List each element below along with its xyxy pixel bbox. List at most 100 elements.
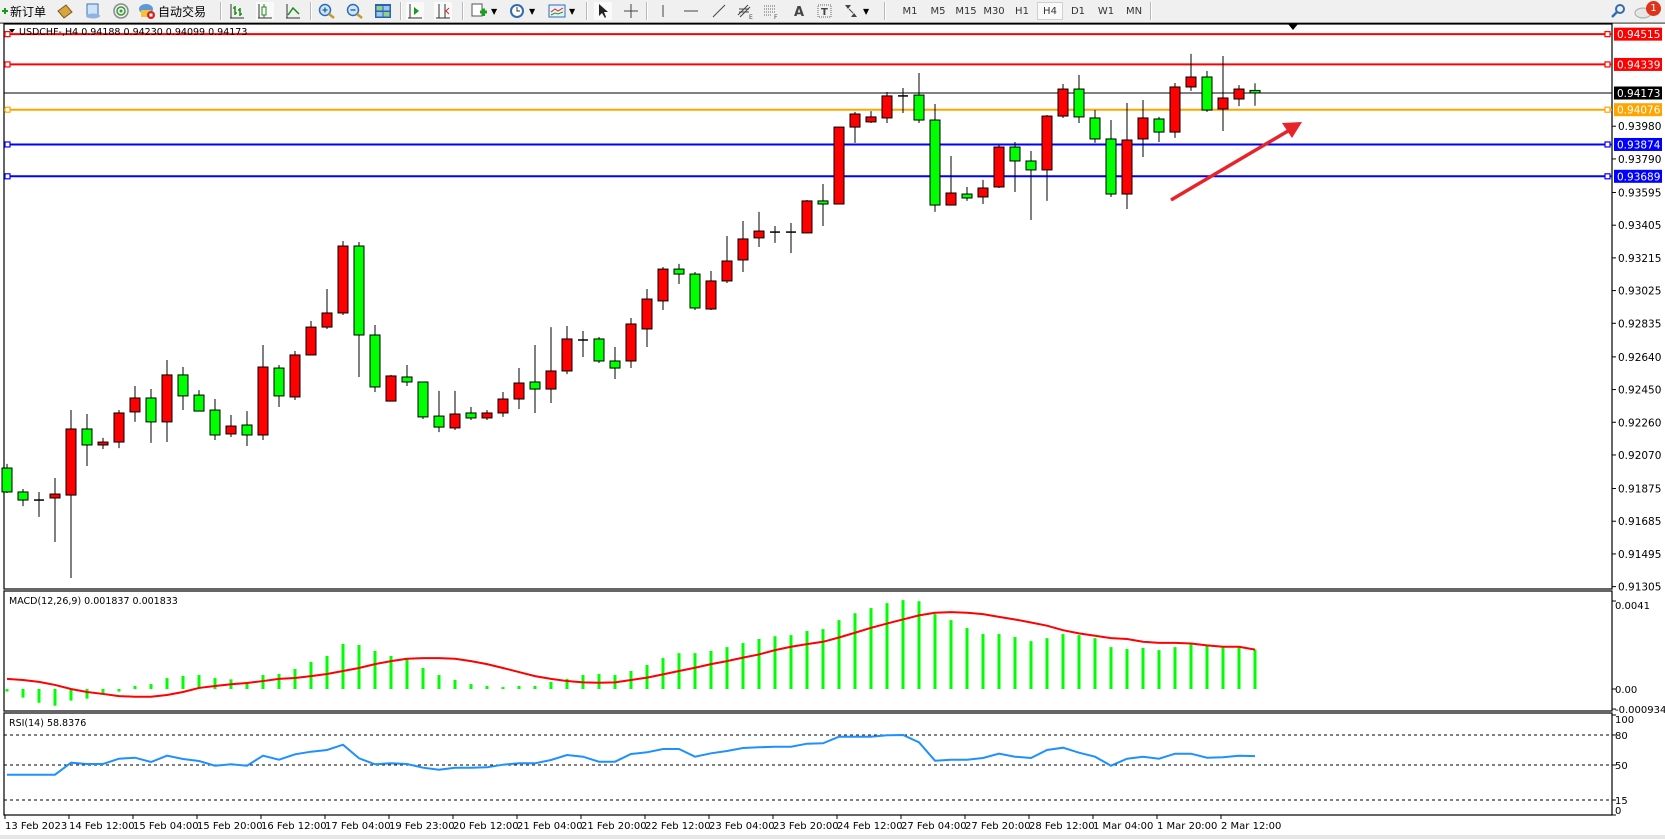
macd-histogram-bar	[69, 689, 73, 701]
candle-up	[1169, 86, 1181, 133]
macd-histogram-bar	[1205, 645, 1209, 689]
candle-up	[321, 312, 333, 328]
candle-up	[1217, 97, 1229, 110]
candle-down	[961, 193, 973, 199]
candle-up	[1185, 76, 1197, 88]
search-button[interactable]	[1610, 2, 1626, 20]
macd-histogram-bar	[1029, 641, 1033, 689]
autotrade-button[interactable]: 自动交易	[138, 2, 206, 20]
time-label: 23 Feb 20:00	[773, 821, 839, 832]
notification-badge[interactable]: 1	[1646, 1, 1661, 16]
line-handle-left	[4, 61, 11, 68]
templates-icon	[548, 3, 566, 19]
timeframe-m30[interactable]: M30	[983, 5, 1005, 17]
templates-button[interactable]: ▼	[548, 2, 575, 20]
macd-histogram-bar	[1189, 644, 1193, 689]
line-handle-right	[1604, 31, 1611, 38]
crosshair-button[interactable]	[622, 2, 640, 20]
svg-text:A: A	[794, 5, 804, 19]
fibonacci-fan-button[interactable]: F	[762, 2, 780, 20]
cursor-button[interactable]	[594, 2, 612, 20]
candle-up	[945, 192, 957, 206]
rsi-pane	[3, 712, 1613, 816]
data-window-button[interactable]	[84, 2, 102, 20]
candle-down	[1105, 138, 1117, 195]
candle-up	[561, 338, 573, 372]
chevron-down-icon[interactable]: ▼	[569, 6, 576, 16]
horizontal-line-button[interactable]	[682, 2, 700, 20]
timeframe-m5[interactable]: M5	[930, 5, 946, 17]
price-label: 0.93874	[1617, 139, 1661, 151]
indicators-button[interactable]: ▼	[470, 2, 497, 20]
toolbar-separator	[400, 2, 402, 20]
chevron-down-icon[interactable]: ▼	[863, 6, 870, 16]
candle-down	[1, 467, 13, 493]
candle-down	[417, 381, 429, 418]
price-label-box	[1614, 27, 1662, 41]
auto-scroll-button[interactable]	[406, 2, 424, 20]
rsi-axis-label: 50	[1615, 761, 1628, 772]
chevron-down-icon[interactable]: ▼	[491, 6, 498, 16]
line-handle-right	[1604, 141, 1611, 148]
chart-shift-button[interactable]	[434, 2, 452, 20]
candle-down	[673, 268, 685, 275]
fibonacci-expansion-button[interactable]: E	[736, 2, 754, 20]
price-tick-label: 0.92260	[1618, 417, 1661, 429]
arrows-button[interactable]: ▼	[842, 2, 869, 20]
macd-histogram-bar	[485, 685, 489, 689]
macd-histogram-bar	[37, 689, 41, 703]
timeframe-h4[interactable]: H4	[1037, 2, 1063, 20]
timeframe-m15[interactable]: M15	[955, 5, 977, 17]
macd-histogram-bar	[1157, 650, 1161, 689]
new-order-button[interactable]: 新订单	[2, 2, 46, 20]
candle-down	[401, 376, 413, 383]
price-tick-label: 0.92835	[1618, 318, 1661, 330]
time-label: 17 Feb 04:00	[325, 821, 391, 832]
periods-button[interactable]: ▼	[508, 2, 535, 20]
macd-histogram-bar	[837, 620, 841, 689]
timeframe-w1[interactable]: W1	[1097, 5, 1115, 17]
tile-windows-button[interactable]	[374, 2, 392, 20]
candle-up	[513, 382, 525, 400]
vertical-line-button[interactable]	[654, 2, 672, 20]
chevron-down-icon[interactable]: ▼	[529, 6, 536, 16]
zoom-in-button[interactable]	[318, 2, 336, 20]
zoom-out-button[interactable]	[346, 2, 364, 20]
time-label: 14 Feb 12:00	[69, 821, 135, 832]
market-watch-icon	[56, 3, 74, 19]
svg-text:F: F	[774, 14, 778, 19]
price-label-box	[1614, 57, 1662, 71]
text-label-button[interactable]: T	[816, 2, 834, 20]
macd-histogram-bar	[149, 684, 153, 689]
candle-up	[337, 245, 349, 314]
timeframe-mn[interactable]: MN	[1125, 5, 1143, 17]
time-label: 1 Mar 20:00	[1157, 821, 1217, 832]
time-label: 20 Feb 12:00	[453, 821, 519, 832]
candle-up	[305, 326, 317, 356]
trendline-button[interactable]	[710, 2, 728, 20]
bar-chart-button[interactable]	[228, 2, 246, 20]
macd-histogram-bar	[101, 689, 105, 695]
price-label-box	[1614, 169, 1662, 183]
market-watch-button[interactable]	[56, 2, 74, 20]
zoom-out-icon	[346, 3, 364, 19]
timeframe-m1[interactable]: M1	[902, 5, 918, 17]
text-button[interactable]: A	[790, 2, 808, 20]
line-handle-right	[1604, 106, 1611, 113]
toolbar-separator	[462, 2, 464, 20]
time-label: 2 Mar 12:00	[1221, 821, 1281, 832]
candle-up	[161, 374, 173, 423]
line-chart-icon	[284, 3, 302, 19]
bar-chart-icon	[228, 3, 246, 19]
signals-button[interactable]	[112, 2, 130, 20]
candlestick-button[interactable]	[256, 2, 274, 20]
price-tick-label: 0.93025	[1618, 286, 1661, 298]
time-label: 1 Mar 04:00	[1093, 821, 1153, 832]
timeframe-d1[interactable]: D1	[1070, 5, 1086, 17]
macd-histogram-bar	[597, 673, 601, 689]
timeframe-h1[interactable]: H1	[1015, 5, 1029, 17]
line-handle-left	[4, 31, 11, 38]
line-chart-button[interactable]	[284, 2, 302, 20]
macd-histogram-bar	[245, 681, 249, 689]
